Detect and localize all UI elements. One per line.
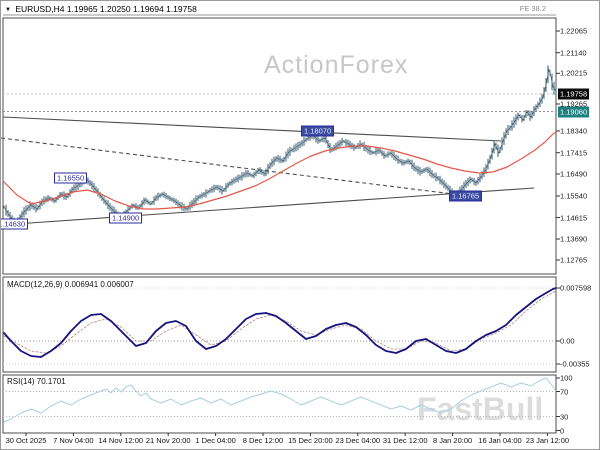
price-hlines [3,14,556,112]
time-axis-label: 1 Dec 04:00 [195,436,236,445]
time-axis-label: 14 Nov 12:00 [98,436,144,445]
time-axis-label: 8 Dec 12:00 [242,436,284,445]
price-panel-border [2,17,557,275]
rsi-line-series [3,377,557,423]
time-axis-label: 31 Dec 12:00 [382,436,428,445]
rsi-axis-label: 70 [560,387,569,396]
macd-axis-label: 0.007598 [560,283,592,293]
time-axis-label: 8 Jan 20:00 [432,436,473,445]
time-axis-label: 7 Nov 04:00 [53,436,94,445]
price-axis-label: 1.14615 [560,213,588,222]
time-axis-label: 23 Jan 12:00 [525,436,570,445]
time-axis-label: 21 Nov 20:00 [145,436,191,445]
rsi-axis-label: 30 [560,412,569,421]
macd-axis-label: -0.00355 [560,359,590,369]
chart-price-label[interactable]: 1.16765 [449,190,483,202]
price-trendlines [1,116,535,226]
rsi-panel-border [2,374,557,434]
price-axis-label: 1.12765 [560,255,588,265]
chart-price-label[interactable]: 1.18070 [301,125,335,137]
rsi-hlines [3,391,556,417]
symbol-ohlc-header: ▼ EURUSD,H4 1.19965 1.20250 1.19694 1.19… [5,4,197,14]
price-axis-label: 1.17415 [560,148,588,158]
rsi-header: RSI(14) 70.1701 [7,377,66,386]
current-price-badge: 1.19758 [558,88,590,100]
time-axis-label: 23 Dec 04:00 [335,436,381,445]
axis-ticks [25,30,560,436]
macd-hlines [3,287,556,365]
actionforex-watermark: ActionForex [264,51,409,79]
price-axis-label: 1.21140 [560,48,587,58]
macd-header: MACD(12,26,9) 0.006941 0.006007 [7,280,134,289]
price-axis-label: 1.19265 [560,99,588,109]
fastbull-watermark: FastBull [417,391,544,427]
level-price-badge: 1.19060 [558,106,590,117]
fib-extension-label: FE 38.2 [519,4,546,13]
EURUSD-bars-series [3,65,557,226]
symbol-timeframe-label: EURUSD,H4 [15,4,65,14]
macd-line-series [3,287,557,358]
symbol-dropdown-icon[interactable]: ▼ [5,7,11,13]
rsi-axis-label: 100 [560,373,573,383]
price-axis-label: 1.16490 [560,169,588,179]
rsi-axis-label: 0 [560,426,565,435]
time-axis-label: 15 Dec 20:00 [288,436,333,445]
macd-axis-label: 0.00 [560,336,575,346]
price-axis-label: 1.15540 [560,191,588,201]
price-axis-label: 1.22065 [560,26,588,36]
price-axis-label: 1.13690 [560,234,588,244]
macd-panel-border [2,276,557,373]
chart-price-label[interactable]: 1.14900 [109,212,143,224]
price-axis-label: 1.20215 [560,68,588,78]
time-axis-label: 30 Oct 2025 [5,436,47,445]
price-axis-label: 1.18340 [560,126,588,136]
chart-price-label[interactable]: 1.16550 [54,172,88,184]
ohlc-values: 1.19965 1.20250 1.19694 1.19758 [66,4,197,14]
time-axis-label: 16 Jan 04:00 [478,436,522,445]
chart-price-label[interactable]: 1.14630 [1,218,29,230]
moving-average-series [2,131,557,210]
